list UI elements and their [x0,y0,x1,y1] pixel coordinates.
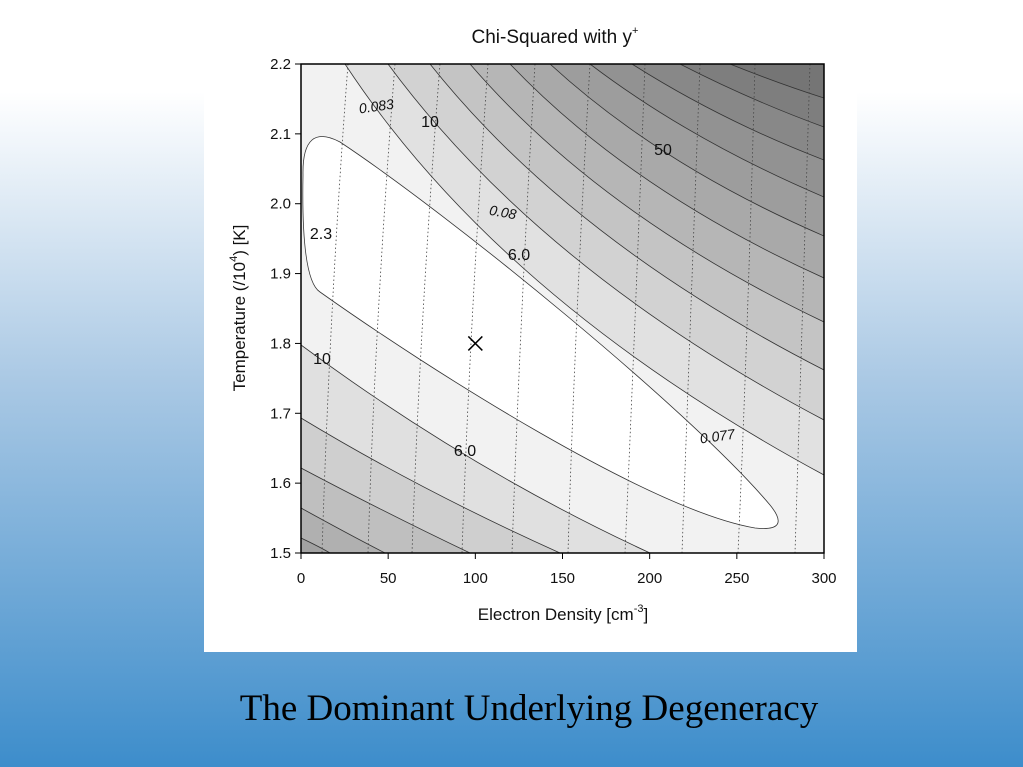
y-tick-label: 2.1 [270,126,291,143]
title-text: Chi-Squared with y [472,27,633,48]
contour-label: 2.3 [310,226,332,243]
title-sup: + [632,25,638,37]
y-label-sup: 4 [228,256,240,262]
x-axis-label: Electron Density [cm-3] [478,603,648,624]
x-tick-label: 300 [811,570,836,587]
x-tick-label: 250 [724,570,749,587]
y-tick-label: 1.6 [270,475,291,492]
x-tick-label: 150 [550,570,575,587]
yplus-contour-label: 0.077 [699,426,737,447]
chart-title: Chi-Squared with y+ [472,25,639,48]
slide-caption: The Dominant Underlying Degeneracy [240,688,819,729]
x-label-text: ] [643,605,648,624]
x-tick-label: 200 [637,570,662,587]
x-label-text: Electron Density [cm [478,605,634,624]
best-fit-marker [467,335,483,351]
x-label-sup: -3 [634,603,644,615]
contour-label: 6.0 [454,443,476,460]
x-tick-label: 0 [297,570,305,587]
contour-label: 10 [421,114,439,131]
contour-field [301,64,824,553]
yplus-contour-label: 0.08 [488,202,518,223]
y-tick-label: 2.0 [270,196,291,213]
yplus-contour-label: 0.083 [358,96,395,117]
contour-label: 50 [654,142,672,159]
y-tick-label: 1.8 [270,335,291,352]
y-tick-label: 1.9 [270,266,291,283]
x-tick-label: 100 [463,570,488,587]
y-label-text: Temperature (/10 [230,262,249,391]
x-tick-label: 50 [380,570,397,587]
y-tick-label: 1.7 [270,405,291,422]
y-label-text: ) [K] [230,225,249,256]
y-tick-label: 2.2 [270,56,291,73]
y-axis-label: Temperature (/104) [K] [228,225,249,392]
contour-label: 6.0 [508,247,530,264]
contour-label: 10 [313,351,331,368]
y-tick-label: 1.5 [270,545,291,562]
